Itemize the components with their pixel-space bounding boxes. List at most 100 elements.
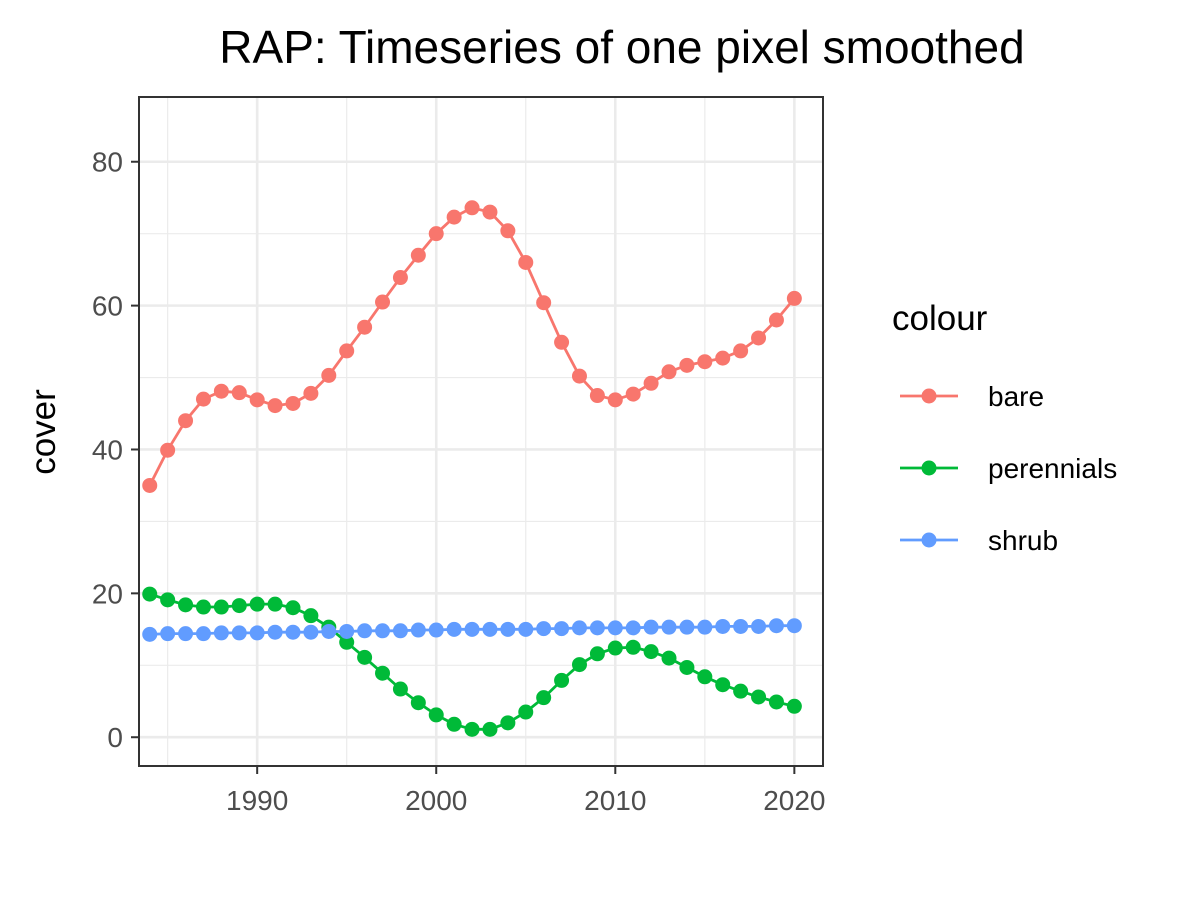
legend-items: bare perennials shrub xyxy=(900,381,1117,556)
data-point-bare xyxy=(392,270,408,286)
data-point-perennials xyxy=(554,672,570,688)
data-point-bare xyxy=(768,312,784,328)
legend-label: shrub xyxy=(988,525,1058,556)
series-perennials xyxy=(142,586,802,737)
data-point-shrub xyxy=(625,620,641,636)
data-point-shrub xyxy=(554,621,570,637)
data-point-bare xyxy=(733,343,749,359)
data-point-perennials xyxy=(679,659,695,675)
data-point-bare xyxy=(607,392,623,408)
data-point-perennials xyxy=(392,681,408,697)
legend-label: perennials xyxy=(988,453,1117,484)
data-point-bare xyxy=(428,226,444,242)
legend-key-point xyxy=(921,388,937,404)
x-tick-label: 2020 xyxy=(763,785,825,816)
data-point-bare xyxy=(195,391,211,407)
data-point-perennials xyxy=(715,677,731,693)
data-point-bare xyxy=(142,477,158,493)
y-axis: 0 20 40 60 80 xyxy=(92,147,139,753)
data-point-shrub xyxy=(267,624,283,640)
data-point-perennials xyxy=(428,707,444,723)
data-point-bare xyxy=(231,385,247,401)
data-point-shrub xyxy=(392,623,408,639)
data-point-perennials xyxy=(142,586,158,602)
data-point-shrub xyxy=(571,620,587,636)
legend-key-point xyxy=(921,460,937,476)
plot-panel-background xyxy=(139,97,823,766)
data-point-perennials xyxy=(786,698,802,714)
data-point-shrub xyxy=(160,626,176,642)
data-point-perennials xyxy=(500,715,516,731)
data-point-shrub xyxy=(733,618,749,634)
data-point-bare xyxy=(554,334,570,350)
legend-item-bare: bare xyxy=(900,381,1044,412)
data-point-shrub xyxy=(751,618,767,634)
data-point-perennials xyxy=(410,695,426,711)
data-point-bare xyxy=(464,200,480,216)
plot-panel-border xyxy=(138,96,824,767)
y-tick-label: 0 xyxy=(107,722,123,753)
data-point-perennials xyxy=(589,646,605,662)
data-point-bare xyxy=(500,223,516,239)
data-point-perennials xyxy=(446,716,462,732)
minor-gridlines xyxy=(139,97,823,766)
data-point-shrub xyxy=(536,621,552,637)
data-point-perennials xyxy=(160,592,176,608)
data-point-bare xyxy=(160,442,176,458)
data-point-bare xyxy=(786,290,802,306)
data-point-perennials xyxy=(607,640,623,656)
data-point-shrub xyxy=(195,626,211,642)
data-point-bare xyxy=(446,209,462,225)
data-point-bare xyxy=(339,343,355,359)
legend: colour bare perennials shrub xyxy=(892,299,1117,556)
data-point-bare xyxy=(661,364,677,380)
data-point-shrub xyxy=(178,626,194,642)
data-point-bare xyxy=(536,295,552,311)
data-point-perennials xyxy=(518,704,534,720)
legend-item-shrub: shrub xyxy=(900,525,1058,556)
data-point-bare xyxy=(285,395,301,411)
data-point-bare xyxy=(213,383,229,399)
data-point-shrub xyxy=(768,618,784,634)
data-point-bare xyxy=(643,375,659,391)
data-point-bare xyxy=(715,350,731,366)
data-point-bare xyxy=(267,398,283,414)
data-point-perennials xyxy=(571,657,587,673)
y-tick-label: 40 xyxy=(92,434,123,465)
data-point-shrub xyxy=(607,620,623,636)
data-point-perennials xyxy=(303,608,319,624)
data-point-bare xyxy=(625,386,641,402)
data-point-perennials xyxy=(625,639,641,655)
data-point-perennials xyxy=(195,599,211,615)
data-point-shrub xyxy=(142,626,158,642)
data-point-bare xyxy=(249,392,265,408)
data-point-shrub xyxy=(500,621,516,637)
x-axis: 1990 2000 2010 2020 xyxy=(226,766,825,816)
data-point-perennials xyxy=(733,683,749,699)
data-point-bare xyxy=(178,413,194,429)
data-point-shrub xyxy=(518,621,534,637)
data-point-shrub xyxy=(231,625,247,641)
data-point-perennials xyxy=(375,665,391,681)
data-point-bare xyxy=(589,388,605,404)
data-point-perennials xyxy=(249,596,265,612)
data-point-perennials xyxy=(482,721,498,737)
data-point-bare xyxy=(571,368,587,384)
data-point-bare xyxy=(375,294,391,310)
legend-label: bare xyxy=(988,381,1044,412)
data-point-shrub xyxy=(357,623,373,639)
y-tick-label: 80 xyxy=(92,147,123,178)
data-point-shrub xyxy=(464,621,480,637)
data-point-shrub xyxy=(321,623,337,639)
data-point-shrub xyxy=(643,619,659,635)
data-point-shrub xyxy=(285,624,301,640)
data-point-perennials xyxy=(768,694,784,710)
series-shrub xyxy=(142,618,802,642)
data-point-perennials xyxy=(339,634,355,650)
data-point-shrub xyxy=(428,622,444,638)
data-point-shrub xyxy=(410,622,426,638)
data-point-shrub xyxy=(661,619,677,635)
data-point-bare xyxy=(751,330,767,346)
data-point-perennials xyxy=(661,650,677,666)
